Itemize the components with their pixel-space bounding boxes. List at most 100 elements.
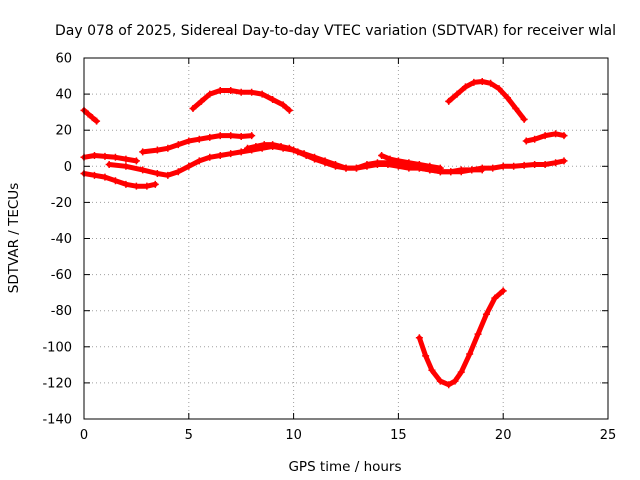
series-trace — [81, 153, 139, 164]
data-point — [122, 162, 130, 170]
data-point — [111, 153, 119, 161]
data-point — [436, 377, 444, 385]
y-tick-label: -120 — [42, 376, 72, 391]
series-arc-6 — [139, 132, 256, 156]
y-tick-label: 60 — [55, 52, 72, 67]
data-point — [139, 148, 147, 156]
data-point — [468, 166, 476, 174]
data-point — [216, 151, 224, 159]
x-tick-label: 0 — [80, 428, 88, 443]
series-trace — [446, 79, 527, 122]
x-tick-label: 25 — [600, 428, 617, 443]
data-point — [185, 137, 193, 145]
data-point — [206, 153, 214, 161]
data-point — [510, 162, 518, 170]
data-point — [495, 85, 503, 93]
data-point — [552, 130, 560, 138]
x-tick-label: 15 — [390, 428, 407, 443]
data-point — [560, 132, 568, 140]
data-point — [111, 177, 119, 185]
data-point — [101, 152, 109, 160]
data-point — [405, 159, 413, 167]
data-point — [491, 294, 499, 302]
data-point — [531, 160, 539, 168]
series-trace — [81, 107, 100, 124]
data-point — [237, 148, 245, 156]
y-axis-label: SDTVAR / TECUs — [6, 183, 22, 293]
data-point — [90, 171, 98, 179]
data-point — [269, 96, 277, 104]
y-tick-label: -80 — [51, 304, 72, 319]
data-point — [227, 86, 235, 94]
data-point — [227, 132, 235, 140]
data-point — [252, 142, 260, 150]
data-point — [206, 90, 214, 98]
data-point — [153, 146, 161, 154]
data-point — [88, 114, 96, 122]
data-point — [285, 106, 293, 114]
data-point — [415, 160, 423, 168]
series-trace — [416, 288, 506, 388]
data-point — [541, 132, 549, 140]
data-point — [342, 164, 350, 172]
data-point — [499, 162, 507, 170]
data-point — [189, 105, 197, 113]
data-point — [164, 144, 172, 152]
data-point — [260, 141, 268, 149]
data-point — [122, 155, 130, 163]
data-point — [373, 160, 381, 168]
axis-ticks: 0 5 10 15 20 25 -140 -120 -100 -80 -60 -40 -20 0 20 40 6… — [42, 52, 616, 444]
gridlines — [84, 58, 608, 419]
data-point — [363, 162, 371, 170]
y-tick-label: -60 — [51, 268, 72, 283]
data-point — [332, 162, 340, 170]
data-point — [185, 162, 193, 170]
y-tick-label: 20 — [55, 124, 72, 139]
data-point — [227, 150, 235, 158]
data-point — [520, 115, 528, 123]
chart-title: Day 078 of 2025, Sidereal Day-to-day VTE… — [55, 23, 616, 39]
data-point — [499, 287, 507, 295]
data-point — [445, 97, 453, 105]
data-point — [422, 352, 430, 360]
data-point — [426, 162, 434, 170]
data-point — [436, 164, 444, 172]
plot-frame — [83, 57, 609, 420]
data-point — [531, 135, 539, 143]
y-tick-label: -20 — [51, 196, 72, 211]
data-point — [90, 151, 98, 159]
x-tick-label: 10 — [285, 428, 302, 443]
data-point — [470, 78, 478, 86]
y-tick-label: 0 — [64, 160, 72, 175]
data-point — [216, 86, 224, 94]
data-point — [174, 168, 182, 176]
series-arc-1 — [80, 106, 101, 125]
data-point — [285, 144, 293, 152]
series-arc-4 — [522, 130, 568, 145]
data-point — [164, 171, 172, 179]
data-point — [378, 151, 386, 159]
data-point — [248, 132, 256, 140]
data-point — [447, 168, 455, 176]
data-point — [248, 88, 256, 96]
data-point — [541, 160, 549, 168]
data-point — [84, 110, 92, 118]
data-point — [294, 148, 302, 156]
data-point — [457, 368, 465, 376]
series-arc-10 — [243, 141, 486, 176]
data-point — [445, 381, 453, 389]
data-point — [269, 141, 277, 149]
data-point — [243, 144, 251, 152]
data-point — [474, 330, 482, 338]
data-point — [552, 159, 560, 167]
data-point — [237, 88, 245, 96]
data-point — [520, 161, 528, 169]
series-trace — [245, 142, 485, 175]
data-point — [93, 117, 101, 125]
data-point — [461, 83, 469, 91]
x-tick-label: 5 — [185, 428, 193, 443]
data-point — [139, 166, 147, 174]
y-tick-label: -100 — [42, 340, 72, 355]
data-point — [466, 350, 474, 358]
